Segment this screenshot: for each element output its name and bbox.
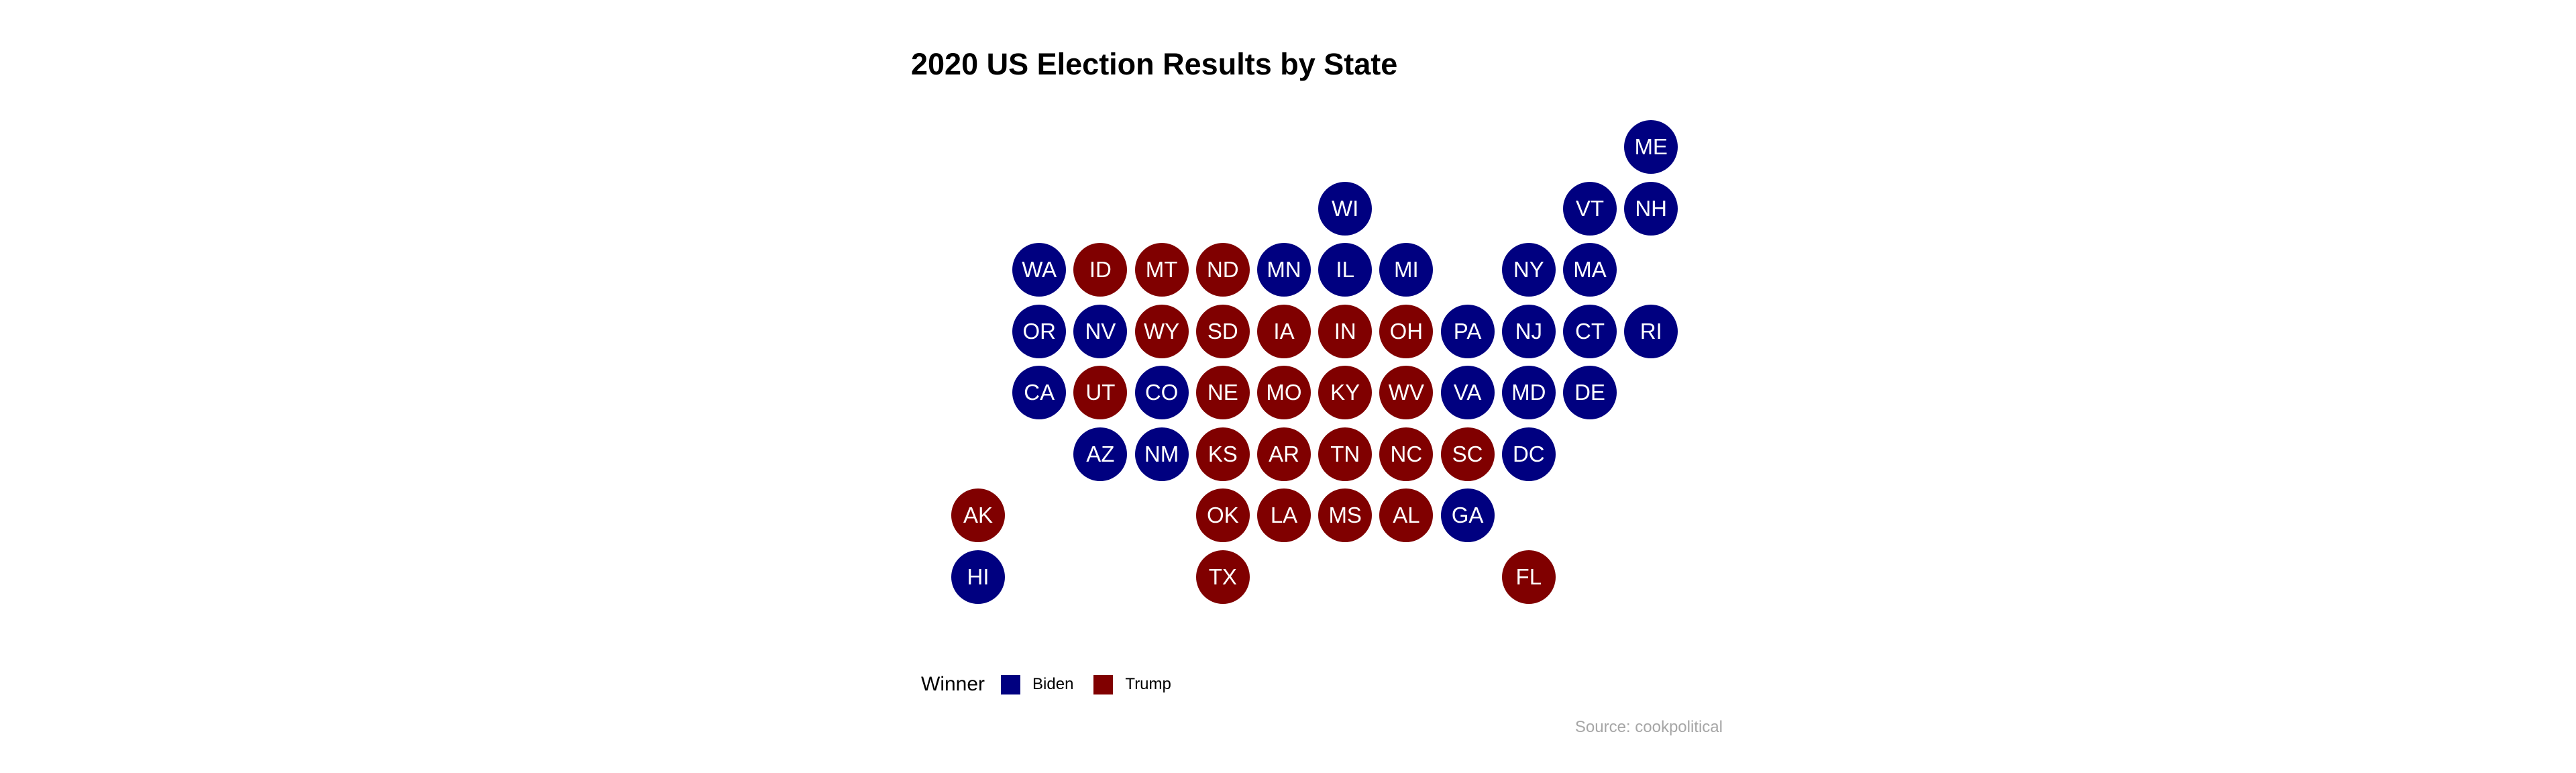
legend: Winner Biden Trump bbox=[921, 671, 1191, 698]
state-tile-ms: MS bbox=[1318, 488, 1373, 542]
state-tile-mn: MN bbox=[1257, 243, 1311, 297]
state-tile-nj: NJ bbox=[1501, 304, 1556, 358]
legend-label-trump: Trump bbox=[1125, 675, 1171, 693]
legend-label-biden: Biden bbox=[1032, 675, 1074, 693]
state-tile-ga: GA bbox=[1440, 488, 1495, 542]
state-tile-nc: NC bbox=[1379, 427, 1434, 481]
state-tile-md: MD bbox=[1501, 366, 1556, 419]
state-tile-ri: RI bbox=[1624, 304, 1678, 358]
state-tile-az: AZ bbox=[1073, 427, 1128, 481]
legend-item-biden: Biden bbox=[1001, 674, 1074, 694]
state-tile-wv: WV bbox=[1379, 366, 1434, 419]
state-tile-hi: HI bbox=[951, 550, 1005, 604]
state-tile-ks: KS bbox=[1195, 427, 1250, 481]
state-tile-oh: OH bbox=[1379, 304, 1434, 358]
state-tile-nh: NH bbox=[1624, 181, 1678, 236]
state-tile-vt: VT bbox=[1563, 181, 1617, 236]
legend-swatch-biden bbox=[1001, 674, 1021, 694]
state-tile-ut: UT bbox=[1073, 366, 1128, 419]
state-tile-nm: NM bbox=[1134, 427, 1189, 481]
legend-title: Winner bbox=[921, 673, 985, 695]
state-tile-ct: CT bbox=[1563, 304, 1617, 358]
state-tile-tx: TX bbox=[1195, 550, 1250, 604]
state-tile-ne: NE bbox=[1195, 366, 1250, 419]
state-tile-tn: TN bbox=[1318, 427, 1373, 481]
state-tile-la: LA bbox=[1257, 488, 1311, 542]
state-tile-il: IL bbox=[1318, 243, 1373, 297]
state-tile-mi: MI bbox=[1379, 243, 1434, 297]
state-tile-ky: KY bbox=[1318, 366, 1373, 419]
state-tile-co: CO bbox=[1134, 366, 1189, 419]
state-tile-ma: MA bbox=[1563, 243, 1617, 297]
state-tile-va: VA bbox=[1440, 366, 1495, 419]
state-tile-mo: MO bbox=[1257, 366, 1311, 419]
state-tile-me: ME bbox=[1624, 120, 1678, 174]
state-tile-sd: SD bbox=[1195, 304, 1250, 358]
state-tile-ok: OK bbox=[1195, 488, 1250, 542]
state-tile-ca: CA bbox=[1012, 366, 1067, 419]
page-title: 2020 US Election Results by State bbox=[911, 47, 1398, 81]
state-tile-al: AL bbox=[1379, 488, 1434, 542]
state-tile-wi: WI bbox=[1318, 181, 1373, 236]
state-tile-ak: AK bbox=[951, 488, 1005, 542]
state-tile-or: OR bbox=[1012, 304, 1067, 358]
state-tile-dc: DC bbox=[1501, 427, 1556, 481]
state-tile-wa: WA bbox=[1012, 243, 1067, 297]
state-tile-de: DE bbox=[1563, 366, 1617, 419]
state-tile-wy: WY bbox=[1134, 304, 1189, 358]
state-tile-ia: IA bbox=[1257, 304, 1311, 358]
state-tile-ar: AR bbox=[1257, 427, 1311, 481]
state-tile-in: IN bbox=[1318, 304, 1373, 358]
state-tile-mt: MT bbox=[1134, 243, 1189, 297]
legend-item-trump: Trump bbox=[1093, 674, 1171, 694]
state-tile-ny: NY bbox=[1501, 243, 1556, 297]
state-tile-fl: FL bbox=[1501, 550, 1556, 604]
state-tile-nv: NV bbox=[1073, 304, 1128, 358]
state-tile-id: ID bbox=[1073, 243, 1128, 297]
source-caption: Source: cookpolitical bbox=[1574, 718, 1723, 736]
legend-swatch-trump bbox=[1093, 674, 1114, 694]
state-tile-pa: PA bbox=[1440, 304, 1495, 358]
state-tile-nd: ND bbox=[1195, 243, 1250, 297]
state-tile-sc: SC bbox=[1440, 427, 1495, 481]
